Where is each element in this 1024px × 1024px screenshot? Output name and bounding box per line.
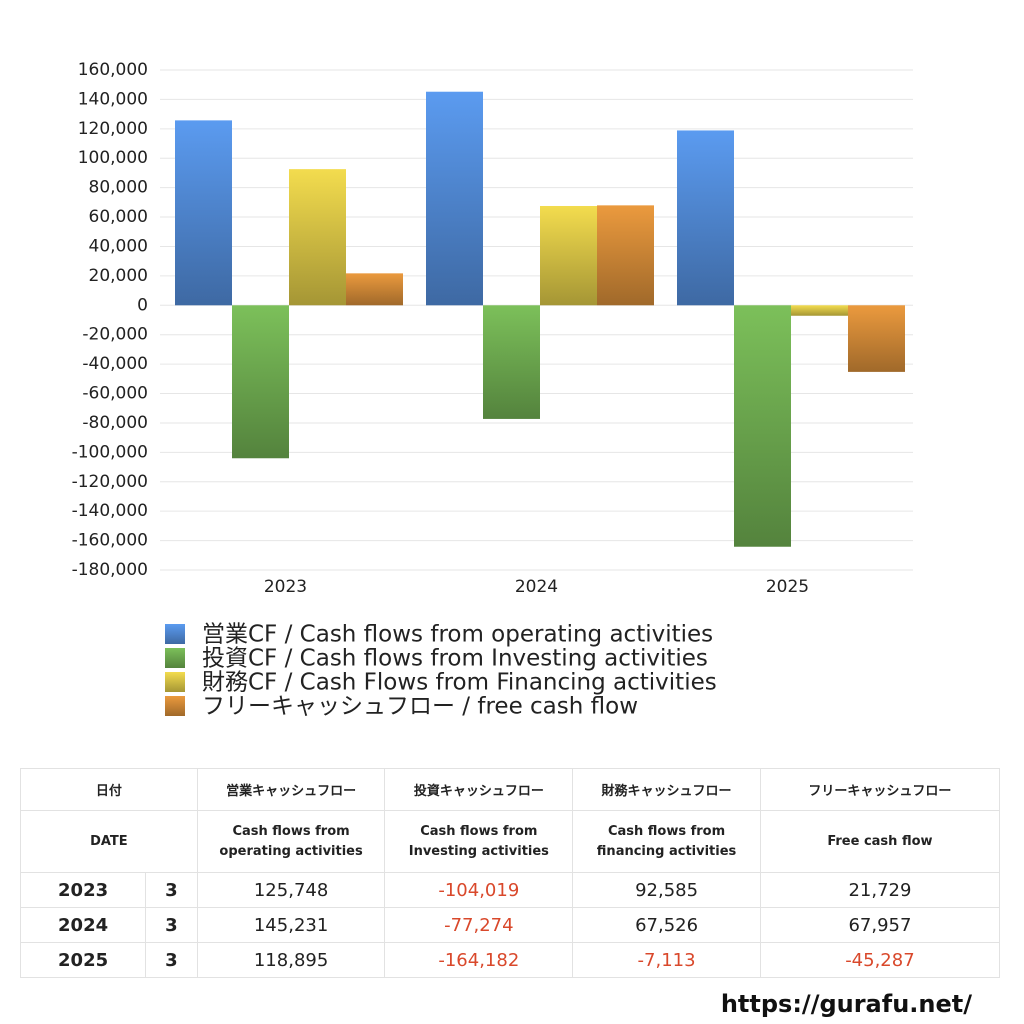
header-cell: 営業キャッシュフロー bbox=[196, 768, 386, 811]
bar bbox=[426, 91, 483, 306]
header-cell: 財務キャッシュフロー bbox=[572, 768, 761, 811]
table-cell: 67,957 bbox=[759, 907, 1001, 943]
y-tick-label: -120,000 bbox=[72, 472, 148, 492]
subheader-cell-text: DATE bbox=[90, 833, 128, 849]
y-tick-label: -160,000 bbox=[72, 531, 148, 551]
table-cell: 67,526 bbox=[572, 907, 761, 943]
y-tick-label: -80,000 bbox=[82, 413, 148, 433]
header-cell: フリーキャッシュフロー bbox=[759, 768, 1001, 811]
y-tick-label: -40,000 bbox=[82, 354, 148, 374]
subheader-cell-text: Cash flows from Investing activities bbox=[408, 823, 549, 859]
y-tick-label: 140,000 bbox=[78, 89, 148, 109]
table-cell: -164,182 bbox=[384, 942, 574, 978]
y-tick-label: -180,000 bbox=[72, 560, 148, 580]
subheader-cell-text: Free cash flow bbox=[827, 833, 933, 849]
subheader-cell-text: Cash flows from operating activities bbox=[219, 823, 363, 859]
legend-swatch bbox=[165, 696, 185, 716]
bar bbox=[734, 305, 791, 547]
subheader-cell: Cash flows from financing activities bbox=[572, 810, 761, 873]
bar bbox=[848, 305, 905, 372]
legend-label: フリーキャッシュフロー / free cash flow bbox=[202, 694, 638, 720]
table-cell: 3 bbox=[145, 872, 198, 908]
y-tick-label: 160,000 bbox=[78, 60, 148, 80]
x-tick-label: 2023 bbox=[264, 577, 307, 597]
table-row: 2023 3 125,748 -104,019 92,585 21,729 bbox=[19, 872, 1001, 908]
legend-swatch bbox=[165, 648, 185, 668]
bar bbox=[597, 205, 654, 306]
bar bbox=[677, 130, 734, 306]
legend-label: 営業CF / Cash flows from operating activit… bbox=[202, 622, 713, 648]
y-tick-label: 100,000 bbox=[78, 148, 148, 168]
subheader-cell: Free cash flow bbox=[759, 810, 1001, 873]
y-tick-label: -20,000 bbox=[82, 325, 148, 345]
table-cell: -104,019 bbox=[384, 872, 574, 908]
footer: https://gurafu.net/ bbox=[720, 990, 972, 1018]
y-tick-label: 60,000 bbox=[89, 207, 148, 227]
subheader-cell: Cash flows from Investing activities bbox=[384, 810, 574, 873]
table-cell: -77,274 bbox=[384, 907, 574, 943]
y-tick-label: 120,000 bbox=[78, 119, 148, 139]
table-cell: 125,748 bbox=[196, 872, 386, 908]
table-cell: 21,729 bbox=[759, 872, 1001, 908]
bar bbox=[289, 169, 346, 306]
bar bbox=[540, 205, 597, 306]
chart: -180,000 -160,000 -140,000 -120,000 -100,000… bbox=[72, 60, 913, 720]
y-tick-label: -140,000 bbox=[72, 501, 148, 521]
table-cell: 3 bbox=[145, 942, 198, 978]
header-cell: 投資キャッシュフロー bbox=[384, 768, 574, 811]
table-cell: 118,895 bbox=[196, 942, 386, 978]
table-cell: 92,585 bbox=[572, 872, 761, 908]
y-tick-label: -100,000 bbox=[72, 442, 148, 462]
y-tick-label: 40,000 bbox=[89, 236, 148, 256]
table-cell: 2025 bbox=[19, 942, 147, 978]
table-cell: 3 bbox=[145, 907, 198, 943]
table-cell: 2023 bbox=[19, 872, 147, 908]
table-cell: -45,287 bbox=[759, 942, 1001, 978]
y-tick-label: 80,000 bbox=[89, 178, 148, 198]
header-cell: 日付 bbox=[20, 768, 198, 811]
y-tick-label: 20,000 bbox=[89, 266, 148, 286]
bar bbox=[791, 305, 848, 316]
subheader-cell: DATE bbox=[20, 810, 198, 873]
bar bbox=[346, 273, 403, 306]
data-table: 日付 営業キャッシュフロー 投資キャッシュフロー 財務キャッシュフロー フリーキャッシュ… bbox=[19, 768, 1001, 978]
legend-swatch bbox=[165, 624, 185, 644]
x-tick-label: 2024 bbox=[515, 577, 558, 597]
bar bbox=[175, 120, 232, 306]
y-tick-label: -60,000 bbox=[82, 384, 148, 404]
table-row: 2024 3 145,231 -77,274 67,526 67,957 bbox=[19, 907, 1001, 943]
legend-label: 財務CF / Cash Flows from Financing activit… bbox=[202, 670, 717, 696]
y-tick-label: 0 bbox=[137, 295, 148, 315]
legend-label: 投資CF / Cash flows from Investing activit… bbox=[202, 646, 708, 672]
table-row: DATE Cash flows from operating activities… bbox=[20, 810, 1001, 873]
table-cell: 145,231 bbox=[196, 907, 386, 943]
subheader-cell: Cash flows from operating activities bbox=[196, 810, 386, 873]
x-tick-label: 2025 bbox=[766, 577, 809, 597]
bar bbox=[232, 305, 289, 459]
legend-swatch bbox=[165, 672, 185, 692]
bar bbox=[483, 305, 540, 419]
table-cell: -7,113 bbox=[572, 942, 761, 978]
table-row: 2025 3 118,895 -164,182 -7,113 -45,287 bbox=[19, 942, 1001, 978]
table-cell: 2024 bbox=[19, 907, 147, 943]
subheader-cell-text: Cash flows from financing activities bbox=[596, 823, 737, 859]
table-row: 日付 営業キャッシュフロー 投資キャッシュフロー 財務キャッシュフロー フリーキャッシュ… bbox=[20, 768, 1001, 811]
